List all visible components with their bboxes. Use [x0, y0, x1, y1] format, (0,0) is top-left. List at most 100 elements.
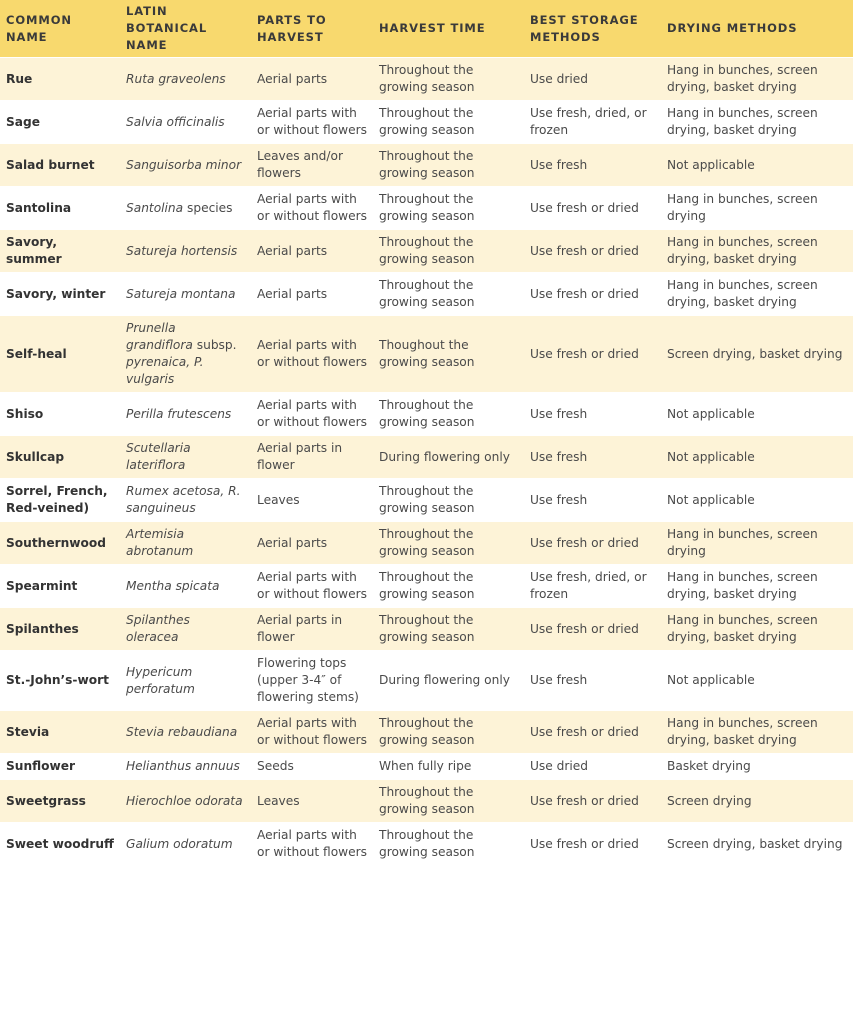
storage-cell: Use fresh or dried	[524, 521, 661, 565]
drying-cell: Hang in bunches, screen drying, basket d…	[661, 57, 853, 101]
harvest-cell: Throughout the growing season	[373, 186, 524, 230]
latin-name: Helianthus annuus	[120, 753, 251, 780]
name-part: Perilla frutescens	[126, 406, 232, 421]
name-part: pyrenaica, P. vulgaris	[126, 355, 204, 386]
latin-name: Santolina species	[120, 186, 251, 230]
table-row: Sweet woodruff Galium odoratum Aerial part…	[0, 822, 853, 865]
table-row: Self-heal Prunella grandiflora subsp. pyr…	[0, 315, 853, 393]
table-row: Sunflower Helianthus annuus Seeds When full…	[0, 753, 853, 780]
storage-cell: Use fresh	[524, 392, 661, 436]
drying-cell: Not applicable	[661, 392, 853, 436]
name-part: Spilanthes oleracea	[126, 613, 190, 644]
harvest-cell: Throughout the growing season	[373, 100, 524, 144]
harvest-cell: Throughout the growing season	[373, 607, 524, 651]
latin-name: Hierochloe odorata	[120, 779, 251, 823]
storage-cell: Use fresh or dried	[524, 315, 661, 393]
parts-cell: Flowering tops (upper 3-4″ of flowering …	[251, 650, 373, 711]
name-part: Helianthus annuus	[126, 759, 240, 773]
parts-cell: Leaves	[251, 779, 373, 823]
harvest-cell: When fully ripe	[373, 753, 524, 780]
table-row: Savory, winter Satureja montana Aerial par…	[0, 272, 853, 316]
latin-name: Stevia rebaudiana	[120, 710, 251, 754]
name-part: Stevia rebaudiana	[126, 724, 238, 739]
name-part: Prunella grandiflora	[126, 321, 193, 352]
name-part: Satureja hortensis	[126, 243, 238, 258]
latin-name: Prunella grandiflora subsp. pyrenaica, P…	[120, 315, 251, 393]
drying-cell: Screen drying, basket drying	[661, 315, 853, 393]
table-row: Southernwood Artemisia abrotanum Aerial pa…	[0, 521, 853, 565]
drying-cell: Hang in bunches, screen drying, basket d…	[661, 607, 853, 651]
storage-cell: Use fresh	[524, 435, 661, 479]
name-part: Santolina	[126, 200, 184, 215]
harvest-cell: Throughout the growing season	[373, 521, 524, 565]
storage-cell: Use fresh or dried	[524, 822, 661, 865]
table-row: Skullcap Scutellaria lateriflora Aerial pa…	[0, 435, 853, 479]
storage-cell: Use fresh, dried, or frozen	[524, 100, 661, 144]
name-part: subsp.	[196, 338, 237, 352]
latin-name: Satureja montana	[120, 272, 251, 316]
header-cell: LATIN BOTANICAL NAME	[120, 0, 251, 58]
drying-cell: Not applicable	[661, 143, 853, 187]
common-cell: Skullcap	[0, 435, 120, 479]
storage-cell: Use fresh or dried	[524, 229, 661, 273]
parts-cell: Aerial parts	[251, 272, 373, 316]
drying-cell: Hang in bunches, screen drying, basket d…	[661, 100, 853, 144]
latin-name: Sanguisorba minor	[120, 143, 251, 187]
common-cell: Shiso	[0, 392, 120, 436]
table-row: Sorrel, French, Red-veined) Rumex acetosa…	[0, 478, 853, 522]
header-row: COMMON NAME LATIN BOTANICAL NAME PARTS TO …	[0, 0, 853, 58]
parts-cell: Aerial parts	[251, 57, 373, 101]
common-cell: Sweet woodruff	[0, 822, 120, 865]
harvest-cell: Throughout the growing season	[373, 478, 524, 522]
latin-name: Salvia officinalis	[120, 100, 251, 144]
drying-cell: Hang in bunches, screen drying, basket d…	[661, 564, 853, 608]
name-part: Galium odoratum	[126, 836, 233, 851]
table-row: Sage Salvia officinalis Aerial parts with …	[0, 100, 853, 144]
harvest-cell: Throughout the growing season	[373, 229, 524, 273]
harvest-cell: During flowering only	[373, 650, 524, 711]
parts-cell: Aerial parts	[251, 521, 373, 565]
drying-cell: Screen drying	[661, 779, 853, 823]
storage-cell: Use fresh or dried	[524, 272, 661, 316]
common-cell: Santolina	[0, 186, 120, 230]
parts-cell: Aerial parts in flower	[251, 607, 373, 651]
harvest-cell: During flowering only	[373, 435, 524, 479]
common-cell: Spilanthes	[0, 607, 120, 651]
table-row: Spearmint Mentha spicata Aerial parts with…	[0, 564, 853, 608]
parts-cell: Seeds	[251, 753, 373, 780]
storage-cell: Use fresh	[524, 143, 661, 187]
harvest-cell: Throughout the growing season	[373, 57, 524, 101]
name-part: Hierochloe odorata	[126, 793, 243, 808]
storage-cell: Use dried	[524, 57, 661, 101]
drying-cell: Not applicable	[661, 650, 853, 711]
table-body: Rue Ruta graveolens Aerial parts Throughout…	[0, 57, 853, 865]
storage-cell: Use fresh or dried	[524, 779, 661, 823]
table-row: Savory, summer Satureja hortensis Aerial p…	[0, 229, 853, 273]
drying-cell: Not applicable	[661, 435, 853, 479]
name-part: Mentha spicata	[126, 578, 220, 593]
drying-cell: Hang in bunches, screen drying, basket d…	[661, 710, 853, 754]
parts-cell: Aerial parts with or without flowers	[251, 392, 373, 436]
name-part: species	[187, 200, 233, 215]
table-row: St.-John’s-wort Hypericum perforatum Flowe…	[0, 650, 853, 711]
common-cell: Sorrel, French, Red-veined)	[0, 478, 120, 522]
common-cell: Self-heal	[0, 315, 120, 393]
drying-cell: Basket drying	[661, 753, 853, 780]
header-cell: BEST STORAGE METHODS	[524, 0, 661, 58]
harvest-cell: Throughout the growing season	[373, 392, 524, 436]
table-row: Shiso Perilla frutescens Aerial parts with…	[0, 392, 853, 436]
header-cell: COMMON NAME	[0, 0, 120, 58]
table-row: Santolina Santolina species Aerial parts w…	[0, 186, 853, 230]
herb-table: COMMON NAME LATIN BOTANICAL NAME PARTS TO …	[0, 0, 853, 865]
harvest-cell: Throughout the growing season	[373, 564, 524, 608]
harvest-cell: Throughout the growing season	[373, 779, 524, 823]
storage-cell: Use fresh or dried	[524, 710, 661, 754]
name-part: Rumex acetosa, R. sanguineus	[126, 484, 241, 515]
header-cell: PARTS TO HARVEST	[251, 0, 373, 58]
header-cell: DRYING METHODS	[661, 0, 853, 58]
latin-name: Satureja hortensis	[120, 229, 251, 273]
name-part: Scutellaria lateriflora	[126, 441, 191, 472]
latin-name: Rumex acetosa, R. sanguineus	[120, 478, 251, 522]
drying-cell: Hang in bunches, screen drying, basket d…	[661, 229, 853, 273]
parts-cell: Aerial parts with or without flowers	[251, 822, 373, 865]
